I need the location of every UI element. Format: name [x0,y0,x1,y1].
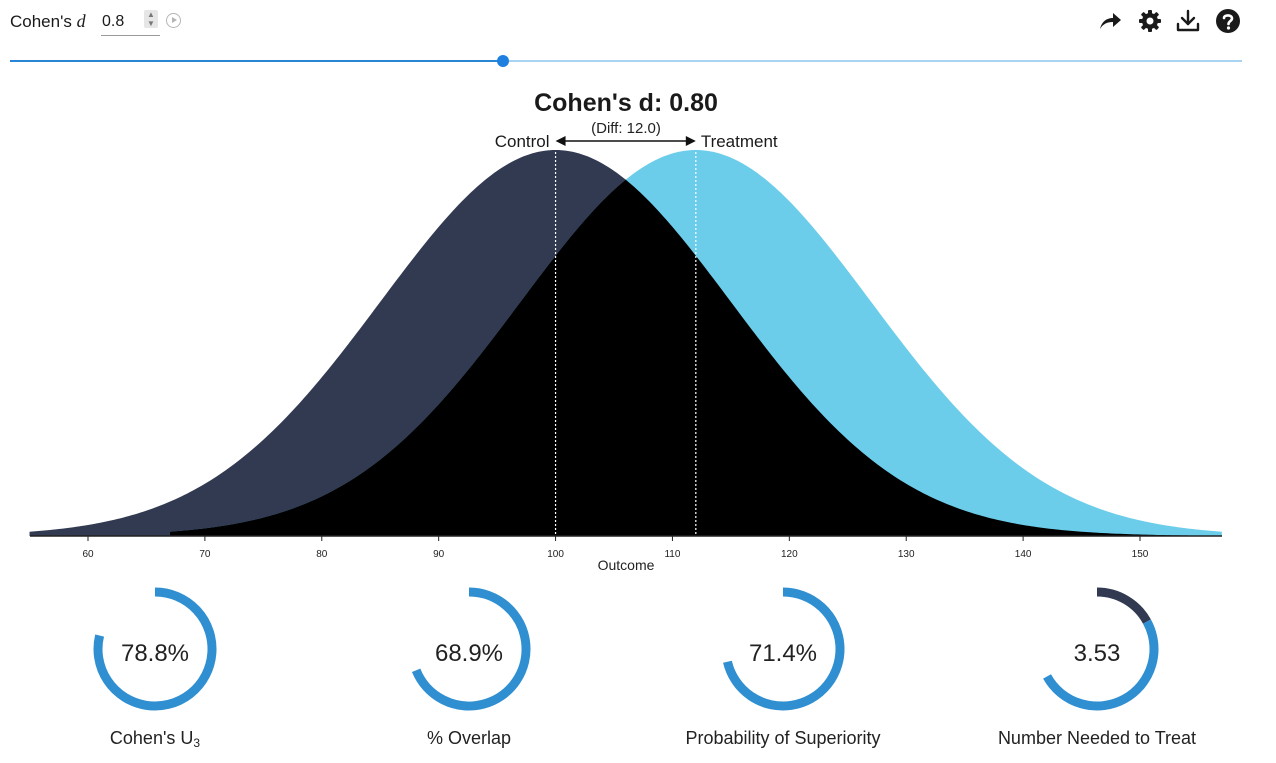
gear-icon[interactable] [1137,8,1163,34]
help-icon[interactable] [1215,8,1241,34]
arrow-head-right [685,136,696,146]
gauge-ring [1043,587,1159,711]
number-spinner[interactable]: ▲ ▼ [144,10,158,28]
x-tick-label: 100 [547,549,564,560]
param-label-text: Cohen's [10,12,72,31]
gauge-label-subscript: 3 [193,736,201,750]
treatment-label: Treatment [701,132,778,151]
gauge-value-arc [411,587,531,711]
gauge-value: 78.8% [120,640,190,667]
gauge-label: Probability of Superiority [685,728,881,748]
gauge-value: 71.4% [748,640,818,667]
gauge-ring [723,587,845,711]
chart-title: Cohen's d: 0.80 [534,89,718,117]
gauge-label: Number Needed to Treat [997,728,1197,748]
gauge-label: Cohen's U3 [25,728,285,750]
gauge-probability-superiority: 71.4% Probability of Superiority [653,578,913,763]
gauge-value-arc [1043,619,1159,711]
slider-track[interactable] [10,60,1242,62]
x-tick-label: 140 [1015,549,1032,560]
gauge-cohens-u3: 78.8% Cohen's U3 [25,578,285,763]
gauge-value: 3.53 [1073,640,1121,667]
top-bar: Cohen's d ▲▼ [0,0,1276,44]
gauge-label: % Overlap [426,728,512,748]
gauge-value: 68.9% [434,640,504,667]
gauge-label-text: Cohen's U [109,728,194,748]
gauge-overlap: 68.9% % Overlap [339,578,599,763]
x-tick-label: 150 [1132,549,1149,560]
x-tick-label: 130 [898,549,915,560]
x-tick-label: 110 [664,549,680,560]
slider-thumb[interactable] [496,55,509,67]
gauge-ring [93,587,217,711]
x-tick-label: 90 [433,549,445,560]
gauge-remainder-arc [1096,587,1151,624]
distribution-chart: 60 70 80 90 100 110 120 130 140 150 Outcome Cohen… [29,89,1222,573]
x-tick-label: 80 [316,549,328,560]
x-tick-label: 60 [82,549,94,560]
gauge-value-arc [723,587,845,711]
arrow-head-left [555,136,566,146]
metrics-row: 78.8% Cohen's U3 68.9% % Overlap 71.4% P… [0,578,1276,763]
param-symbol: d [76,11,86,31]
control-label: Control [495,132,550,151]
slider-fill [10,60,503,62]
cohens-d-label: Cohen's d [10,11,86,32]
gauge-nnt: 3.53 Number Needed to Treat [967,578,1227,763]
x-tick-label: 70 [199,549,211,560]
play-icon[interactable] [166,13,181,28]
gauge-ring [411,587,531,711]
download-icon[interactable] [1175,8,1201,34]
share-icon[interactable] [1097,8,1123,34]
cohens-d-slider[interactable] [10,50,1242,70]
x-axis-label: Outcome [598,557,655,573]
x-tick-label: 120 [781,549,798,560]
chart-subtitle: (Diff: 12.0) [591,120,661,137]
gauge-value-arc [93,587,217,711]
